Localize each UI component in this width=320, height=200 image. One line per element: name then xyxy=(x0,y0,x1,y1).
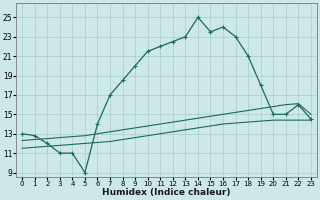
X-axis label: Humidex (Indice chaleur): Humidex (Indice chaleur) xyxy=(102,188,231,197)
